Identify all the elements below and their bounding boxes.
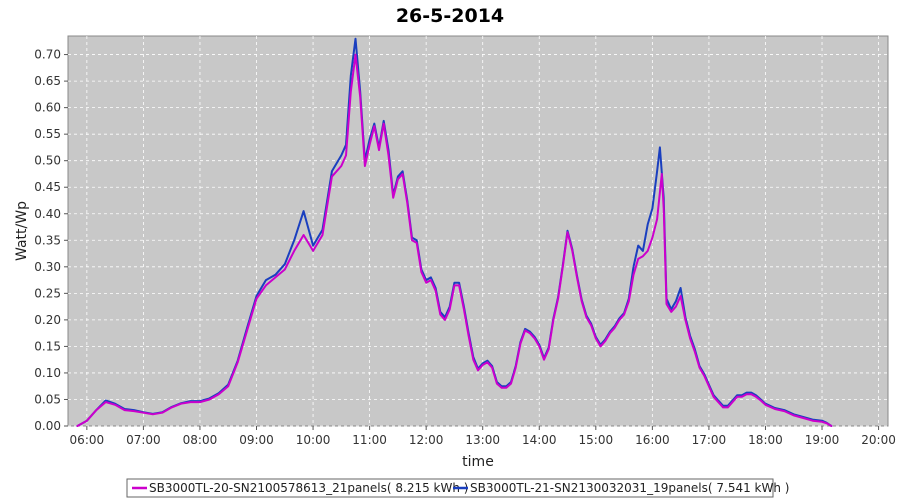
y-tick-label: 0.40 [34,207,61,221]
grid-lines [68,36,888,427]
y-tick-label: 0.65 [34,74,61,88]
y-tick-label: 0.50 [34,154,61,168]
x-tick-label: 09:00 [239,433,274,447]
x-axis: 06:00 07:00 08:00 09:00 10:00 11:00 12:00 13:00… [70,426,896,447]
x-tick-label: 10:00 [296,433,331,447]
y-axis-label: Watt/Wp [14,201,30,261]
chart-title: 26-5-2014 [396,5,504,27]
series-line-1 [76,53,833,427]
x-tick-label: 20:00 [861,433,896,447]
y-tick-label: 0.35 [34,233,61,247]
legend-label-series-2: SB3000TL-21-SN2130032031_19panels( 7.541… [470,481,789,495]
y-tick-label: 0.45 [34,180,61,194]
x-tick-label: 18:00 [748,433,783,447]
legend-box [126,478,774,498]
y-tick-label: 0.10 [34,366,61,380]
x-tick-label: 14:00 [522,433,557,447]
x-tick-label: 13:00 [465,433,500,447]
y-tick-label: 0.05 [34,392,61,406]
series-layer [76,37,833,427]
legend-label-series-1: SB3000TL-20-SN2100578613_21panels( 8.215… [149,481,468,495]
x-tick-label: 17:00 [692,433,727,447]
x-tick-label: 07:00 [126,433,161,447]
x-tick-label: 15:00 [579,433,614,447]
y-tick-label: 0.00 [34,419,61,433]
x-tick-label: 16:00 [635,433,670,447]
y-tick-label: 0.25 [34,286,61,300]
legend: SB3000TL-20-SN2100578613_21panels( 8.215… [126,478,789,498]
x-tick-label: 08:00 [183,433,218,447]
y-tick-label: 0.20 [34,313,61,327]
y-tick-label: 0.15 [34,339,61,353]
y-tick-label: 0.55 [34,127,61,141]
x-tick-label: 19:00 [805,433,840,447]
y-tick-label: 0.30 [34,260,61,274]
x-axis-label: time [462,454,494,470]
y-tick-label: 0.70 [34,48,61,62]
y-axis: 0.00 0.05 0.10 0.15 0.20 0.25 0.30 0.35 0.40 0.45… [34,48,68,433]
x-tick-label: 12:00 [409,433,444,447]
x-tick-label: 11:00 [352,433,387,447]
plot-area [67,35,889,427]
x-tick-label: 06:00 [70,433,105,447]
y-tick-label: 0.60 [34,101,61,115]
